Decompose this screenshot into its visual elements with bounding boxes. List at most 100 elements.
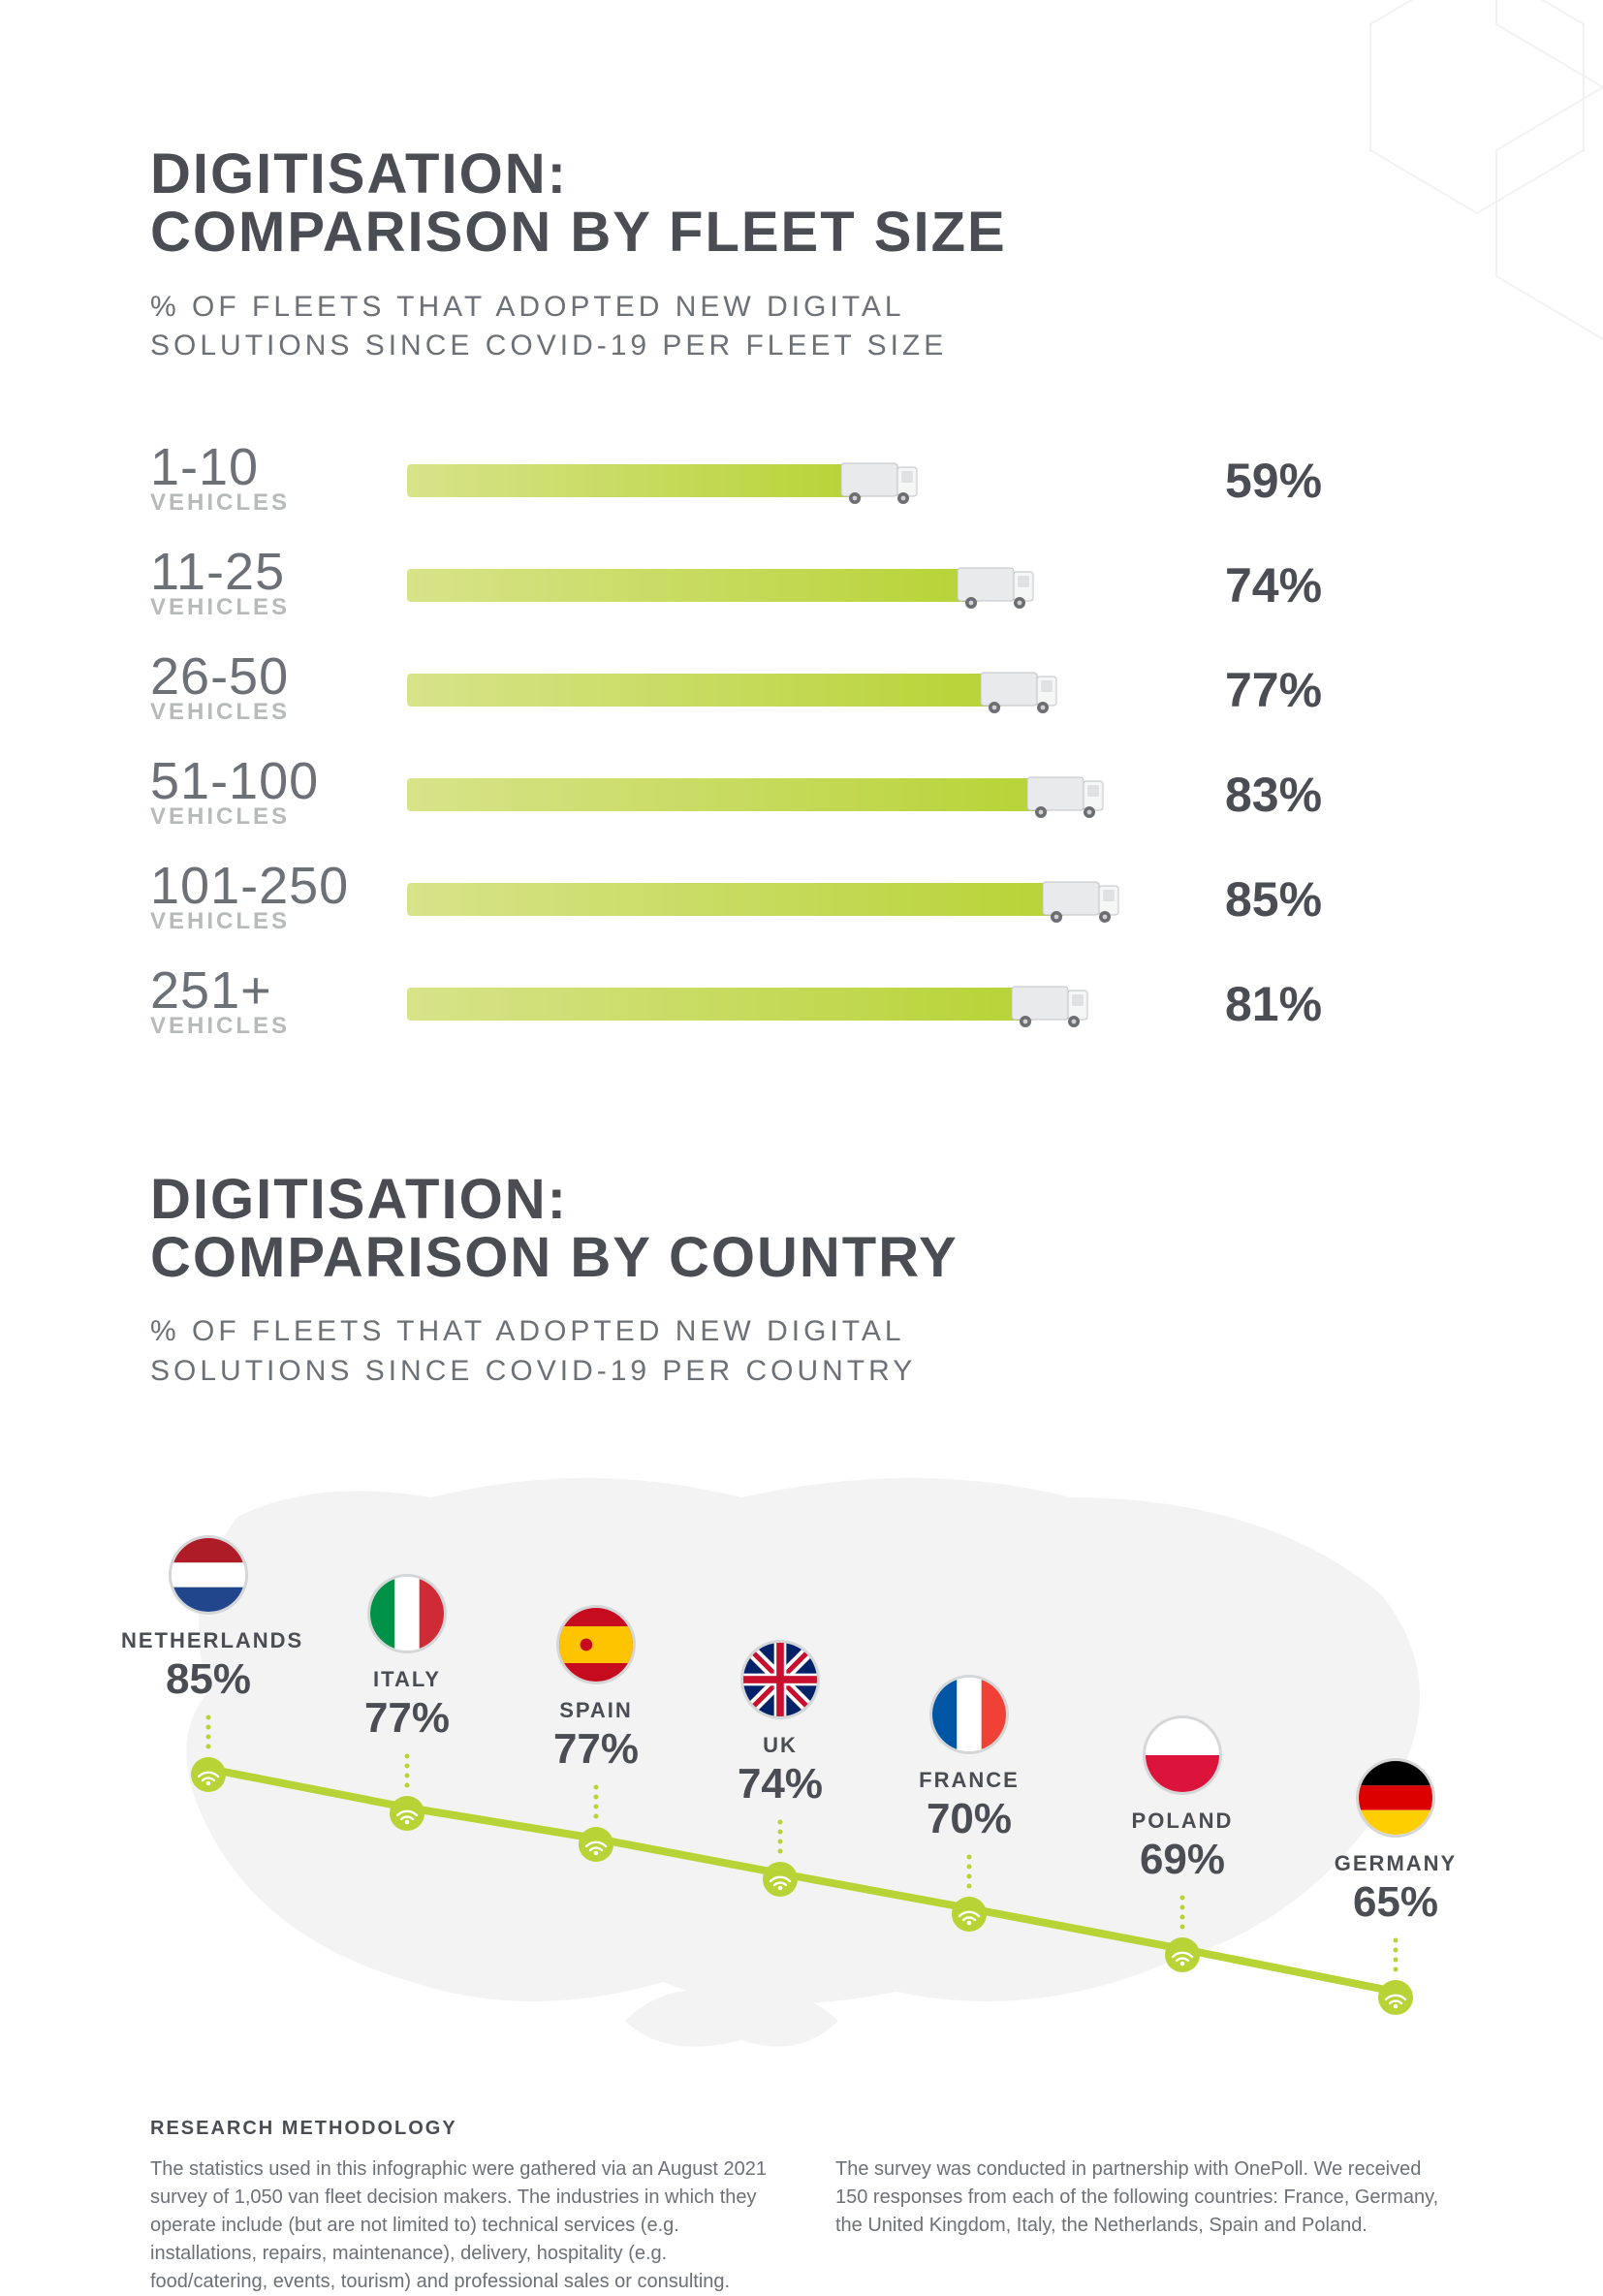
fleet-bar [407,674,1004,707]
flag-icon-es [556,1605,636,1684]
wifi-node-icon [1378,1980,1413,2015]
fleet-row: 1-10VEHICLES 59% [150,428,1453,533]
fleet-row: 26-50VEHICLES 77% [150,638,1453,742]
country-name: GERMANY [1308,1851,1483,1876]
fleet-unit: VEHICLES [150,594,407,621]
methodology-col-2: The survey was conducted in partnership … [835,2155,1453,2296]
fleet-size-section: DIGITISATION: COMPARISON BY FLEET SIZE %… [150,145,1453,1056]
fleet-value: 74% [1225,557,1322,613]
wifi-node-icon [390,1796,424,1831]
fleet-range: 11-25 [150,549,407,596]
fleet-bar [407,988,1035,1021]
fleet-range: 251+ [150,967,407,1015]
flag-icon-nl [169,1535,248,1615]
wifi-node-icon [191,1757,226,1792]
dots-icon [966,1851,972,1890]
wifi-node-icon [579,1827,613,1862]
fleet-range: 26-50 [150,653,407,701]
fleet-subtitle: % OF FLEETS THAT ADOPTED NEW DIGITAL SOL… [150,288,1453,366]
flag-icon-fr [929,1675,1009,1754]
country-name: ITALY [320,1667,494,1692]
fleet-range: 101-250 [150,863,407,910]
flag-icon-de [1356,1758,1435,1838]
van-icon [979,667,1060,713]
fleet-bar-track [407,988,1182,1021]
country-point: FRANCE70% [882,1675,1056,1932]
fleet-label: 51-100VEHICLES [150,758,407,831]
fleet-value: 83% [1225,767,1322,823]
dots-icon [205,1712,211,1750]
fleet-subtitle-line1: % OF FLEETS THAT ADOPTED NEW DIGITAL [150,291,905,323]
dots-icon [593,1781,599,1820]
fleet-value: 77% [1225,662,1322,718]
van-icon [839,457,921,504]
van-icon [1041,876,1122,923]
fleet-label: 26-50VEHICLES [150,653,407,726]
fleet-bar-chart: 1-10VEHICLES 59%11-25VEHICLES 74%26-50VE… [150,428,1453,1056]
country-title: DIGITISATION: COMPARISON BY COUNTRY [150,1171,1453,1288]
country-point: POLAND69% [1095,1715,1270,1972]
methodology-section: RESEARCH METHODOLOGY The statistics used… [150,2118,1453,2296]
country-point: ITALY77% [320,1574,494,1831]
fleet-row: 251+VEHICLES 81% [150,952,1453,1056]
wifi-node-icon [1165,1937,1200,1972]
fleet-subtitle-line2: SOLUTIONS SINCE COVID-19 PER FLEET SIZE [150,330,947,362]
fleet-row: 51-100VEHICLES 83% [150,742,1453,847]
fleet-title: DIGITISATION: COMPARISON BY FLEET SIZE [150,145,1453,263]
fleet-unit: VEHICLES [150,489,407,517]
fleet-row: 11-25VEHICLES 74% [150,533,1453,638]
country-name: UK [693,1733,867,1758]
fleet-unit: VEHICLES [150,1013,407,1040]
van-icon [1025,771,1107,818]
country-point: SPAIN77% [509,1605,683,1862]
fleet-bar [407,883,1066,916]
dots-icon [404,1750,410,1789]
country-subtitle-line2: SOLUTIONS SINCE COVID-19 PER COUNTRY [150,1355,916,1387]
van-icon [1010,981,1091,1027]
fleet-bar-track [407,883,1182,916]
fleet-title-line1: DIGITISATION: [150,142,568,205]
fleet-bar [407,778,1051,811]
dots-icon [1393,1934,1399,1973]
fleet-bar [407,464,864,497]
fleet-range: 1-10 [150,444,407,491]
country-value: 77% [509,1725,683,1774]
fleet-title-line2: COMPARISON BY FLEET SIZE [150,201,1007,264]
fleet-value: 85% [1225,871,1322,928]
country-name: POLAND [1095,1808,1270,1834]
country-name: NETHERLANDS [121,1628,296,1653]
flag-icon-it [367,1574,447,1653]
flag-icon-uk [740,1640,820,1719]
fleet-value: 81% [1225,976,1322,1032]
country-value: 65% [1308,1878,1483,1927]
fleet-unit: VEHICLES [150,803,407,831]
dots-icon [1179,1892,1185,1931]
country-title-line1: DIGITISATION: [150,1168,568,1231]
country-point: GERMANY65% [1308,1758,1483,2015]
dots-icon [777,1816,783,1855]
country-subtitle: % OF FLEETS THAT ADOPTED NEW DIGITAL SOL… [150,1312,1453,1391]
wifi-node-icon [952,1897,987,1932]
fleet-label: 1-10VEHICLES [150,444,407,517]
country-value: 69% [1095,1836,1270,1884]
country-value: 77% [320,1694,494,1743]
fleet-value: 59% [1225,453,1322,509]
country-name: FRANCE [882,1768,1056,1793]
country-name: SPAIN [509,1698,683,1723]
country-value: 70% [882,1795,1056,1843]
fleet-label: 251+VEHICLES [150,967,407,1040]
fleet-bar-track [407,569,1182,602]
flag-icon-pl [1143,1715,1222,1795]
country-section: DIGITISATION: COMPARISON BY COUNTRY % OF… [150,1171,1453,2022]
methodology-heading: RESEARCH METHODOLOGY [150,2118,1453,2140]
fleet-unit: VEHICLES [150,908,407,935]
fleet-row: 101-250VEHICLES 85% [150,847,1453,952]
fleet-label: 101-250VEHICLES [150,863,407,935]
wifi-node-icon [763,1862,798,1897]
fleet-bar-track [407,464,1182,497]
country-value: 74% [693,1760,867,1808]
country-title-line2: COMPARISON BY COUNTRY [150,1226,959,1289]
country-line-chart: NETHERLANDS85% ITALY77% SPAIN77% UK74% F… [150,1478,1453,2021]
fleet-range: 51-100 [150,758,407,805]
fleet-bar [407,569,981,602]
